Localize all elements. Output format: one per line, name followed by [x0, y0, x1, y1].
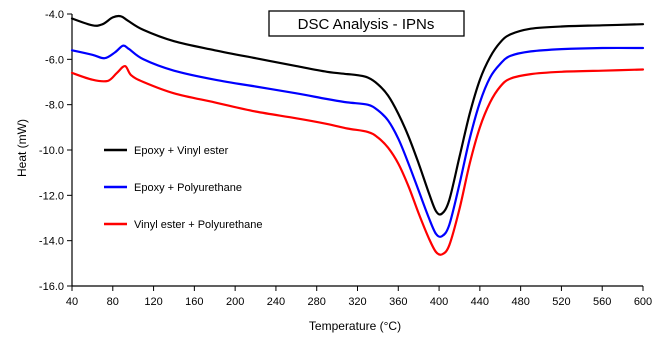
x-tick-label: 440	[471, 296, 489, 308]
y-tick-label: -10.0	[39, 145, 64, 157]
y-tick-label: -8.0	[45, 100, 64, 112]
legend-label-epoxy-vinyl-ester: Epoxy + Vinyl ester	[134, 145, 229, 157]
legend-label-vinyl-ester-polyurethane: Vinyl ester + Polyurethane	[134, 219, 263, 231]
series-lines	[70, 14, 645, 256]
x-tick-label: 560	[593, 296, 611, 308]
chart-title-frame	[268, 10, 465, 37]
legend-label-epoxy-polyurethane: Epoxy + Polyurethane	[134, 182, 242, 194]
axes: 40 80 120 160 200 240 280 320 360 400 440 480 520 560…	[39, 9, 652, 308]
y-tick-label: -12.0	[39, 190, 64, 202]
y-tick-label: -14.0	[39, 236, 64, 248]
x-tick-label: 360	[389, 296, 407, 308]
x-tick-label: 600	[634, 296, 652, 308]
y-axis-title: Heat (mW)	[15, 119, 29, 177]
series-line-vinyl-ester-polyurethane	[70, 65, 645, 256]
x-tick-label: 160	[185, 296, 203, 308]
x-tick-label: 40	[66, 296, 78, 308]
series-line-epoxy-polyurethane	[70, 44, 645, 238]
chart-title-box: DSC Analysis - IPNs	[268, 10, 465, 37]
x-tick-label: 400	[430, 296, 448, 308]
x-tick-label: 120	[144, 296, 162, 308]
x-tick-label: 480	[511, 296, 529, 308]
chart-title: DSC Analysis - IPNs	[298, 16, 435, 33]
x-tick-label: 240	[267, 296, 285, 308]
y-tick-label: -4.0	[45, 9, 64, 21]
x-tick-label: 320	[348, 296, 366, 308]
x-tick-label: 520	[552, 296, 570, 308]
x-tick-label: 200	[226, 296, 244, 308]
x-axis-title: Temperature (°C)	[309, 319, 401, 333]
series-line-epoxy-vinyl-ester	[70, 14, 645, 216]
y-tick-label: -6.0	[45, 54, 64, 66]
x-tick-label: 280	[308, 296, 326, 308]
y-tick-label: -16.0	[39, 281, 64, 293]
legend: Epoxy + Vinyl ester Epoxy + Polyurethane V…	[104, 145, 263, 231]
x-tick-label: 80	[107, 296, 119, 308]
